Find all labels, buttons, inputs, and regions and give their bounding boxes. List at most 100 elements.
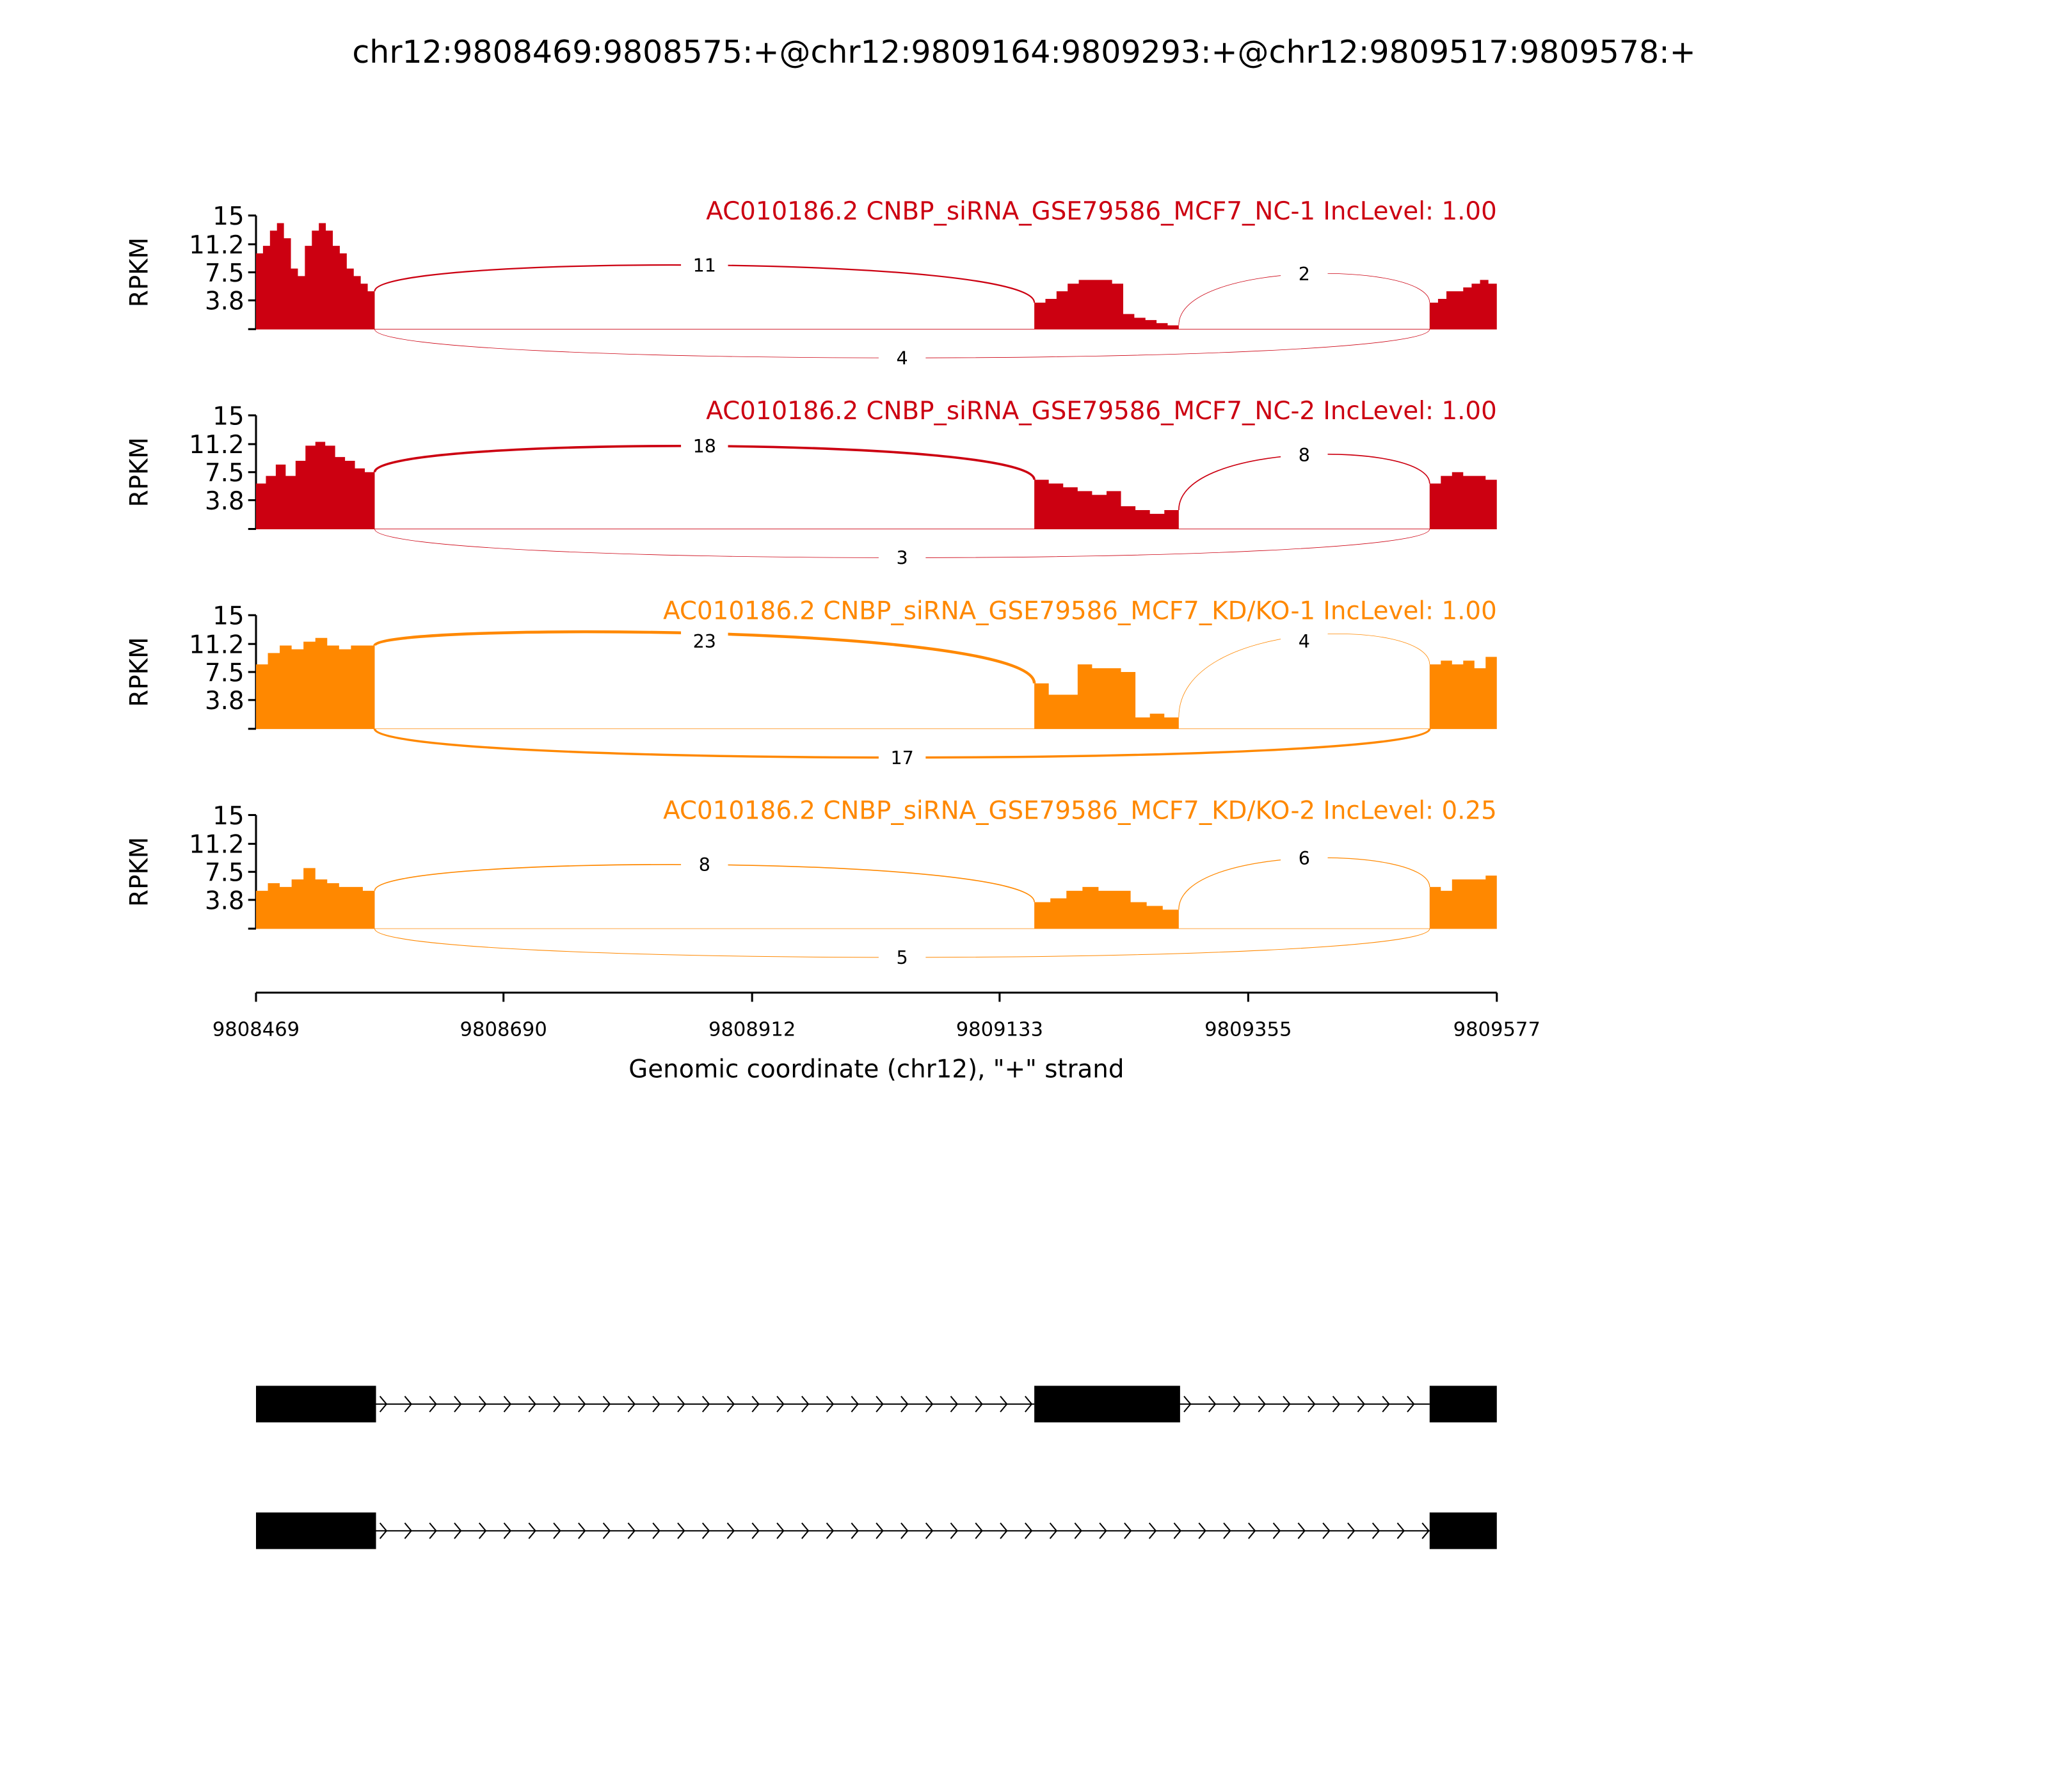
y-axis-label: RPKM [125, 637, 154, 707]
strand-arrow-icon [1396, 1522, 1405, 1539]
exon-block [1429, 1512, 1497, 1549]
strand-arrow-icon [379, 1522, 388, 1539]
strand-arrow-icon [1183, 1395, 1192, 1412]
strand-arrow-icon [578, 1395, 586, 1412]
strand-arrow-icon [404, 1522, 412, 1539]
y-tick-label: 15 [212, 802, 244, 831]
strand-arrow-icon [801, 1395, 810, 1412]
junction-count: 11 [693, 254, 716, 276]
x-axis: 9808469 9808690 9808912 9809133 9809355 98095… [212, 991, 1540, 1041]
strand-arrow-icon [1049, 1522, 1058, 1539]
x-tick-label: 9809133 [956, 1018, 1043, 1041]
coverage-exon-3 [1429, 280, 1497, 330]
junction-label-bg [878, 547, 926, 570]
strand-arrow-icon [528, 1395, 536, 1412]
strand-arrow-icon [478, 1522, 487, 1539]
strand-arrow-icon [1198, 1522, 1206, 1539]
junction-label-bg [878, 347, 926, 370]
y-tick-label: 11.2 [189, 431, 244, 460]
strand-arrow-icon [876, 1522, 884, 1539]
junction-count: 5 [897, 947, 908, 968]
strand-arrow-icon [851, 1522, 859, 1539]
panel-label: AC010186.2 CNBP_siRNA_GSE79586_MCF7_NC-1… [706, 197, 1497, 226]
strand-arrow-icon [454, 1522, 462, 1539]
x-tick-label: 9809355 [1204, 1018, 1292, 1041]
strand-arrow-icon [1000, 1522, 1008, 1539]
strand-arrow-icon [1382, 1395, 1390, 1412]
strand-arrow-icon [900, 1522, 909, 1539]
strand-arrow-icon [1208, 1395, 1217, 1412]
coverage-exon-1 [256, 868, 375, 929]
strand-arrow-icon [1025, 1522, 1033, 1539]
strand-arrow-icon [1272, 1522, 1281, 1539]
strand-arrow-icon [1148, 1522, 1157, 1539]
junction-count: 4 [1299, 630, 1310, 652]
transcript-2 [256, 1512, 1497, 1549]
strand-arrow-icon [1233, 1395, 1242, 1412]
transcript-1 [256, 1386, 1497, 1423]
coverage-exon-1 [256, 637, 375, 729]
junction-count: 6 [1299, 847, 1310, 869]
strand-arrow-icon [701, 1395, 710, 1412]
strand-arrow-icon [1332, 1395, 1341, 1412]
strand-arrow-icon [1357, 1395, 1365, 1412]
x-tick-label: 9808912 [708, 1018, 796, 1041]
strand-arrow-icon [602, 1395, 611, 1412]
junction-label-bg [1281, 444, 1328, 467]
junction-label-bg [1281, 263, 1328, 286]
strand-arrow-icon [925, 1522, 934, 1539]
junction-count: 23 [693, 630, 716, 652]
strand-arrow-icon [404, 1395, 412, 1412]
gene-models [256, 1386, 1497, 1549]
strand-arrow-icon [1347, 1522, 1356, 1539]
strand-arrow-icon [1025, 1395, 1033, 1412]
coverage-exon-3 [1429, 876, 1497, 929]
coverage-exon-2 [1034, 280, 1179, 330]
panel-label: AC010186.2 CNBP_siRNA_GSE79586_MCF7_KD/K… [663, 797, 1497, 826]
strand-arrow-icon [1283, 1395, 1291, 1412]
junction-label-bg [681, 435, 728, 458]
strand-arrow-icon [553, 1522, 561, 1539]
y-tick-label: 15 [212, 402, 244, 431]
junction-count: 3 [897, 547, 908, 569]
y-tick-label: 11.2 [189, 231, 244, 260]
y-tick-label: 11.2 [189, 630, 244, 659]
x-tick-label: 9808469 [212, 1018, 300, 1041]
strand-arrow-icon [1421, 1522, 1430, 1539]
strand-arrow-icon [379, 1395, 388, 1412]
strand-arrow-icon [652, 1522, 660, 1539]
chart-title: chr12:9808469:9808575:+@chr12:9809164:98… [352, 34, 1695, 70]
junction-count: 2 [1299, 263, 1310, 285]
junction-count: 18 [693, 435, 716, 457]
coverage-exon-1 [256, 442, 375, 529]
strand-arrow-icon [1258, 1395, 1266, 1412]
y-tick-label: 15 [212, 602, 244, 631]
strand-arrow-icon [677, 1395, 685, 1412]
strand-arrow-icon [826, 1395, 835, 1412]
strand-arrow-icon [528, 1522, 536, 1539]
y-axis-label: RPKM [125, 437, 154, 507]
strand-arrow-icon [503, 1522, 512, 1539]
y-axis-label: RPKM [125, 237, 154, 307]
strand-arrow-icon [950, 1522, 959, 1539]
junction-label-bg [681, 630, 728, 653]
exon-block [256, 1512, 376, 1549]
x-tick-label: 9808690 [460, 1018, 547, 1041]
strand-arrow-icon [652, 1395, 660, 1412]
strand-arrow-icon [553, 1395, 561, 1412]
junction-label-bg [1281, 847, 1328, 870]
coverage-exon-2 [1034, 479, 1179, 529]
exon-block [1429, 1386, 1497, 1423]
coverage-exon-1 [256, 223, 375, 330]
strand-arrow-icon [578, 1522, 586, 1539]
strand-arrow-icon [900, 1395, 909, 1412]
strand-arrow-icon [627, 1395, 636, 1412]
coverage-exon-2 [1034, 886, 1179, 929]
strand-arrow-icon [1372, 1522, 1380, 1539]
strand-arrow-icon [429, 1395, 437, 1412]
strand-arrow-icon [1297, 1522, 1306, 1539]
strand-arrow-icon [1322, 1522, 1331, 1539]
junction-label-bg [1281, 630, 1328, 653]
